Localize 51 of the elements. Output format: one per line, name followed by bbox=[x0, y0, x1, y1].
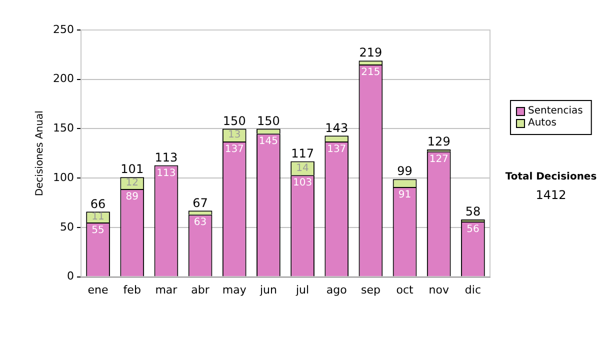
y-tick-label: 150 bbox=[52, 122, 74, 135]
text: Total Decisiones bbox=[505, 172, 597, 183]
total-label: 219 bbox=[359, 46, 382, 60]
x-tick-label: feb bbox=[123, 283, 141, 296]
total-label: 150 bbox=[257, 114, 280, 128]
data-label: 14 bbox=[296, 162, 309, 174]
data-label: 55 bbox=[92, 225, 104, 236]
data-label: 103 bbox=[292, 178, 312, 189]
y-tick-label: 250 bbox=[52, 22, 74, 36]
total-label: 58 bbox=[465, 204, 481, 219]
data-label: 91 bbox=[398, 190, 412, 201]
data-label: 89 bbox=[126, 192, 138, 203]
x-tick-label: nov bbox=[428, 283, 450, 296]
data-label: 137 bbox=[224, 144, 244, 156]
x-tick-label: jun bbox=[258, 283, 277, 296]
y-tick-label: 200 bbox=[52, 72, 74, 86]
x-tick-label: sep bbox=[360, 283, 380, 296]
data-label: 56 bbox=[466, 224, 480, 236]
x-tick-label: ago bbox=[326, 283, 348, 296]
total-label: 67 bbox=[192, 196, 208, 210]
y-tick-label: 0 bbox=[66, 270, 74, 283]
data-label: 145 bbox=[258, 136, 278, 148]
total-label: 129 bbox=[427, 134, 450, 149]
total-label: 117 bbox=[291, 146, 314, 160]
y-tick-label: 100 bbox=[52, 170, 74, 184]
legend-label: Sentencias bbox=[528, 106, 583, 117]
x-tick-label: ene bbox=[88, 283, 109, 296]
total-label: 113 bbox=[154, 150, 178, 164]
total-label: 99 bbox=[397, 164, 412, 178]
data-label: 137 bbox=[327, 144, 346, 156]
x-tick-label: oct bbox=[396, 283, 414, 296]
data-label: 13 bbox=[228, 130, 241, 141]
text: 1412 bbox=[536, 188, 566, 202]
data-label: 63 bbox=[194, 217, 207, 228]
data-label: 12 bbox=[126, 178, 138, 189]
total-label: 150 bbox=[222, 114, 246, 128]
legend-label: Autos bbox=[528, 118, 556, 129]
x-tick-label: jul bbox=[294, 283, 310, 296]
y-tick-label: 50 bbox=[60, 220, 74, 234]
x-tick-label: dic bbox=[464, 283, 482, 296]
total-label: 66 bbox=[90, 196, 106, 211]
data-label: 215 bbox=[361, 67, 380, 78]
total-label: 101 bbox=[120, 162, 144, 176]
total-label: 143 bbox=[325, 120, 348, 135]
x-tick-label: abr bbox=[191, 283, 210, 296]
data-label: 113 bbox=[156, 168, 176, 179]
x-tick-label: mar bbox=[155, 283, 178, 296]
x-tick-label: may bbox=[222, 283, 247, 296]
data-label: 127 bbox=[429, 154, 448, 166]
data-label: 11 bbox=[92, 212, 104, 223]
y-axis-title: Decisiones Anual bbox=[34, 110, 46, 196]
